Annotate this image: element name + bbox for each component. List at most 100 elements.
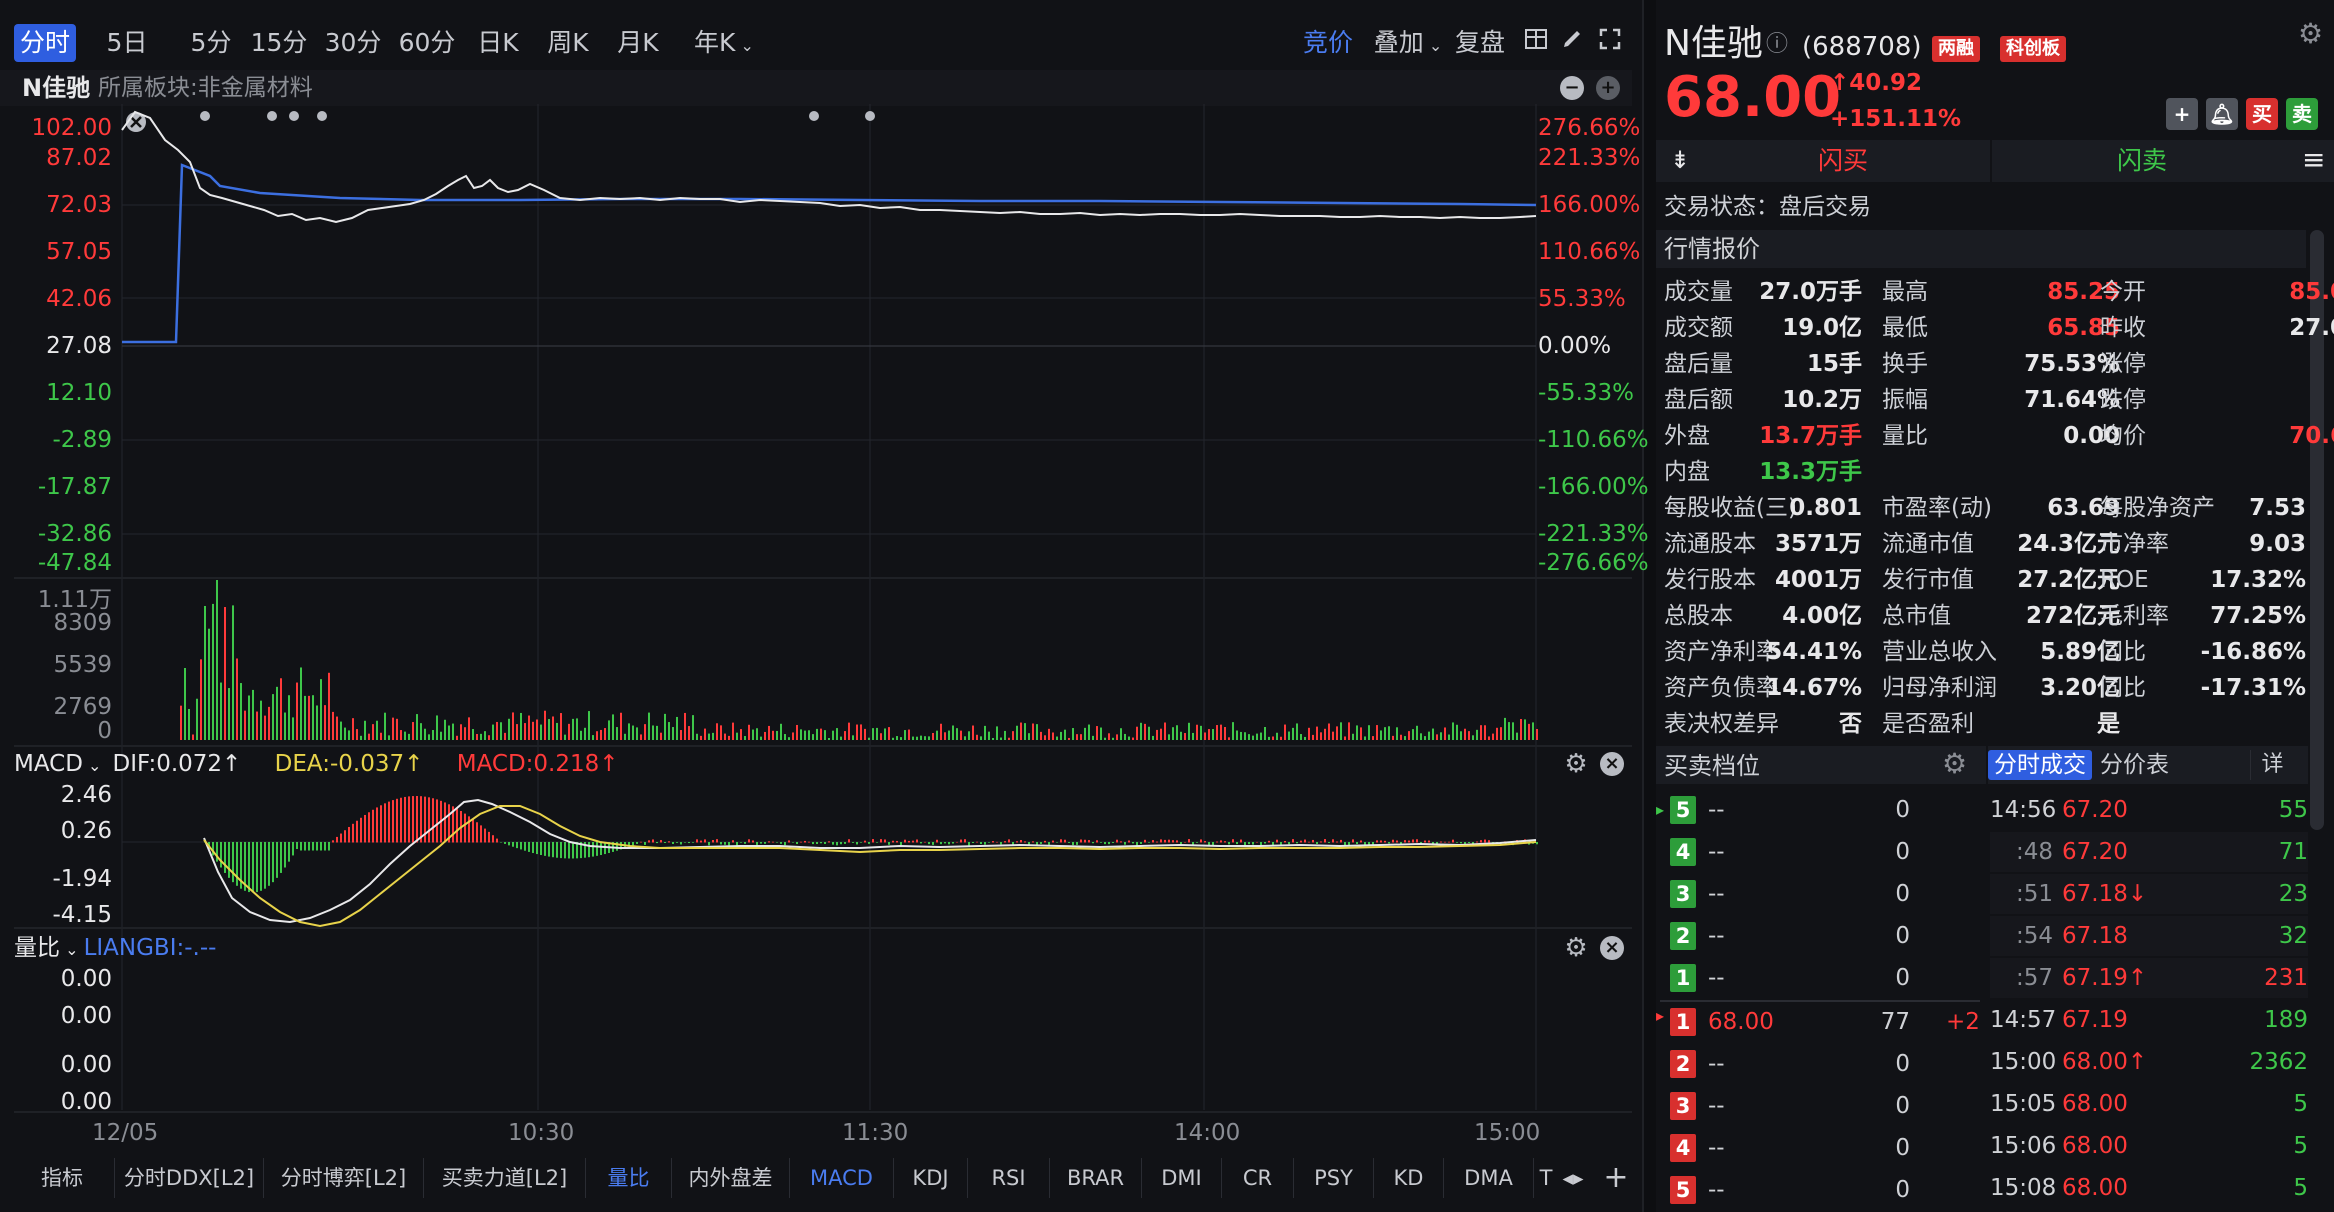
order-price[interactable]: -- bbox=[1708, 1135, 1725, 1161]
volume-bar bbox=[200, 659, 202, 740]
grid-layout-icon[interactable] bbox=[1522, 24, 1550, 62]
overlay-button[interactable]: 叠加 ⌄ bbox=[1368, 24, 1448, 62]
chevron-down-icon[interactable]: ⌄ bbox=[82, 756, 107, 775]
period-tab-15min[interactable]: 15分 bbox=[250, 28, 308, 57]
macd-bar bbox=[396, 798, 398, 843]
tab-kd[interactable]: KD bbox=[1374, 1158, 1444, 1198]
tab-dmi[interactable]: DMI bbox=[1142, 1158, 1222, 1198]
trade-volume: 189 bbox=[2264, 1007, 2308, 1033]
settings-gear-icon[interactable]: ⚙ bbox=[2298, 17, 2324, 50]
plus-icon[interactable]: + bbox=[1596, 76, 1620, 100]
macd-indicator-select[interactable]: MACD bbox=[14, 751, 83, 777]
detail-button[interactable]: 详 bbox=[2250, 750, 2294, 780]
period-tab-year-k[interactable]: 年K ⌄ bbox=[684, 24, 764, 62]
macd-bar bbox=[248, 842, 250, 893]
volume-bar bbox=[520, 712, 522, 740]
tab-psy[interactable]: PSY bbox=[1294, 1158, 1374, 1198]
order-price[interactable]: -- bbox=[1708, 839, 1725, 865]
event-marker-dot[interactable] bbox=[865, 111, 875, 121]
trade-time: :48 bbox=[2016, 839, 2054, 865]
event-marker-dot[interactable] bbox=[809, 111, 819, 121]
flash-buy-button[interactable]: 闪买 bbox=[1696, 140, 1992, 182]
macd-bar bbox=[496, 838, 498, 843]
replay-button[interactable]: 复盘 bbox=[1454, 28, 1505, 57]
minus-icon[interactable]: − bbox=[1560, 76, 1584, 100]
volume-bars bbox=[180, 580, 1538, 740]
period-tab-week-k[interactable]: 周K bbox=[547, 28, 589, 57]
tab-tick-trades[interactable]: 分时成交 bbox=[1988, 750, 2092, 780]
tab-indicators[interactable]: 指标 bbox=[41, 1166, 83, 1190]
volume-bar bbox=[620, 712, 622, 740]
menu-icon[interactable]: ≡ bbox=[2302, 143, 2326, 176]
info-icon[interactable]: ⓘ bbox=[1766, 32, 1789, 57]
tab-brar[interactable]: BRAR bbox=[1050, 1158, 1142, 1198]
period-tab-60min[interactable]: 60分 bbox=[398, 28, 456, 57]
tab-more[interactable]: T bbox=[1539, 1166, 1553, 1190]
order-price[interactable]: -- bbox=[1708, 797, 1725, 823]
macd-bar bbox=[1064, 839, 1066, 843]
macd-bar bbox=[1116, 839, 1118, 843]
tab-dma[interactable]: DMA bbox=[1444, 1158, 1534, 1198]
buy-button[interactable]: 买 bbox=[2246, 98, 2278, 130]
tab-kdj[interactable]: KDJ bbox=[894, 1158, 968, 1198]
order-price[interactable]: -- bbox=[1708, 1093, 1725, 1119]
stat-label: 今开 bbox=[2100, 279, 2146, 305]
gear-icon[interactable]: ⚙ bbox=[1564, 933, 1588, 963]
draw-pen-icon[interactable] bbox=[1558, 24, 1586, 62]
add-indicator-icon[interactable]: + bbox=[1603, 1160, 1629, 1195]
period-tab-30min[interactable]: 30分 bbox=[324, 28, 382, 57]
volume-bar bbox=[1160, 728, 1162, 740]
event-marker-dot[interactable] bbox=[289, 111, 299, 121]
close-icon[interactable]: × bbox=[1600, 936, 1624, 960]
tab-game[interactable]: 分时博弈[L2] bbox=[264, 1158, 424, 1198]
tab-macd[interactable]: MACD bbox=[790, 1158, 894, 1198]
period-tab-day-k[interactable]: 日K bbox=[477, 28, 519, 57]
collapse-icon[interactable]: ⇟ bbox=[1670, 146, 1691, 174]
liangbi-indicator-select[interactable]: 量比 bbox=[14, 935, 60, 961]
fullscreen-icon[interactable] bbox=[1596, 24, 1624, 62]
volume-bar bbox=[664, 713, 666, 740]
volume-bar bbox=[360, 735, 362, 740]
order-price[interactable]: -- bbox=[1708, 1051, 1725, 1077]
flash-sell-button[interactable]: 闪卖 bbox=[2116, 146, 2167, 175]
tab-cr[interactable]: CR bbox=[1222, 1158, 1294, 1198]
volume-bar bbox=[592, 735, 594, 740]
order-price[interactable]: 68.00 bbox=[1708, 1009, 1774, 1035]
volume-bar bbox=[1288, 731, 1290, 740]
period-tab-intraday[interactable]: 分时 bbox=[14, 24, 76, 62]
macd-bar bbox=[240, 842, 242, 889]
macd-bar bbox=[1224, 841, 1226, 843]
add-watchlist-icon[interactable]: + bbox=[2166, 98, 2198, 130]
chevron-down-icon[interactable]: ⌄ bbox=[60, 940, 84, 959]
period-tab-5min[interactable]: 5分 bbox=[190, 28, 232, 57]
fundamental-label: 毛利率 bbox=[2100, 603, 2169, 629]
event-marker-dot[interactable] bbox=[200, 111, 210, 121]
macd-bar bbox=[832, 842, 834, 845]
volume-bar bbox=[1424, 736, 1426, 740]
gear-icon[interactable]: ⚙ bbox=[1564, 749, 1588, 779]
bid-auction-button[interactable]: 竞价 bbox=[1302, 28, 1353, 57]
event-marker-dot[interactable] bbox=[317, 111, 327, 121]
order-price[interactable]: -- bbox=[1708, 1177, 1725, 1203]
tab-buy-sell-force[interactable]: 买卖力道[L2] bbox=[424, 1158, 586, 1198]
gear-icon[interactable]: ⚙ bbox=[1942, 747, 1968, 780]
tab-rsi[interactable]: RSI bbox=[968, 1158, 1050, 1198]
order-price[interactable]: -- bbox=[1708, 923, 1725, 949]
volume-bar bbox=[1380, 730, 1382, 740]
volume-bar bbox=[1228, 737, 1230, 740]
tabs-scroll-arrows-icon[interactable]: ◂▸ bbox=[1562, 1166, 1584, 1190]
alert-bell-icon[interactable]: 🔔︎ bbox=[2206, 98, 2238, 130]
macd-bar bbox=[1040, 842, 1042, 844]
tab-price-table[interactable]: 分价表 bbox=[2100, 752, 2169, 778]
tab-liangbi[interactable]: 量比 bbox=[586, 1158, 672, 1198]
order-price[interactable]: -- bbox=[1708, 965, 1725, 991]
indicator-tabs: 指标 分时DDX[L2] 分时博弈[L2] 买卖力道[L2] 量比 内外盘差 M… bbox=[14, 1158, 1644, 1198]
tab-ddx[interactable]: 分时DDX[L2] bbox=[114, 1158, 264, 1198]
scrollbar[interactable] bbox=[2310, 230, 2324, 830]
sell-button[interactable]: 卖 bbox=[2286, 98, 2318, 130]
tab-inner-outer[interactable]: 内外盘差 bbox=[672, 1158, 790, 1198]
close-icon[interactable]: × bbox=[1600, 752, 1624, 776]
event-marker-dot[interactable] bbox=[267, 111, 277, 121]
period-tab-month-k[interactable]: 月K bbox=[617, 28, 659, 57]
order-price[interactable]: -- bbox=[1708, 881, 1725, 907]
